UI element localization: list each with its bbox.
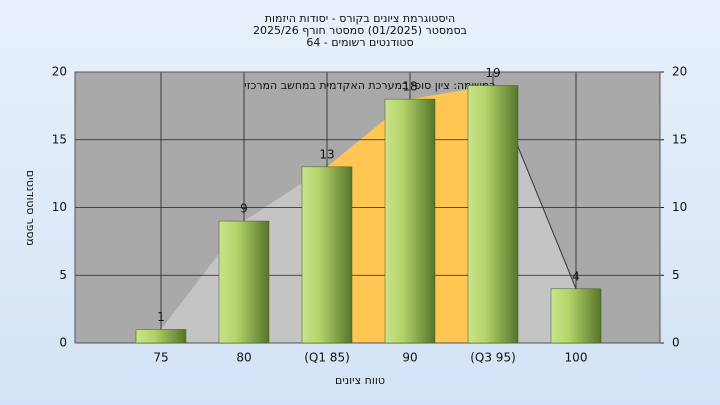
title-line: סטודנטים רשומים - 64 (306, 36, 413, 49)
y2-tick-label: 5 (672, 268, 680, 282)
y-axis-label: מספר סטודנטים (24, 170, 37, 246)
x-tick-label: 80 (236, 351, 251, 365)
bar (384, 98, 436, 344)
y2-tick-label: 20 (672, 65, 687, 79)
value-label: 13 (319, 147, 334, 161)
y2-tick-label: 0 (672, 336, 680, 350)
y-tick-label: 15 (52, 132, 67, 146)
x-tick-label: 100 (565, 351, 588, 365)
value-label: 19 (485, 66, 500, 80)
bar (301, 166, 353, 344)
x-tick-label: (Q3 95) (470, 351, 516, 365)
y2-tick-label: 10 (672, 200, 687, 214)
y-tick-label: 5 (59, 268, 67, 282)
y-tick-label: 10 (52, 200, 67, 214)
x-tick-label: 90 (402, 351, 417, 365)
y-tick-label: 20 (52, 65, 67, 79)
y-tick-label: 0 (59, 336, 67, 350)
x-tick-label: 75 (153, 351, 168, 365)
value-label: 9 (240, 202, 248, 216)
value-label: 18 (402, 80, 417, 94)
annotation: במשימה: ציון סופי במערכת האקדמית במחשב ה… (244, 79, 495, 92)
value-label: 1 (157, 310, 165, 324)
bar (135, 329, 187, 344)
plot-border (74, 71, 661, 344)
bar (218, 220, 270, 344)
y2-tick-label: 15 (672, 132, 687, 146)
title-line: בסמסטר (01/2025) סמסטר חורף 2025/26 (253, 24, 467, 37)
bar (467, 85, 519, 344)
x-tick-label: (Q1 85) (304, 351, 350, 365)
x-axis-label: טווח ציונים (335, 374, 385, 387)
bar (550, 288, 602, 344)
title-line: היסטוגרמת ציונים בקורס - יסודות היזמות (265, 12, 455, 25)
value-label: 4 (572, 269, 580, 283)
